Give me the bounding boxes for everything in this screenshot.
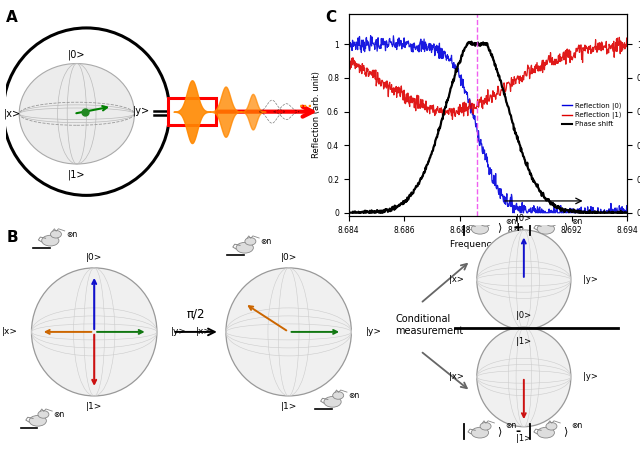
Text: ⬟: ⬟ [47, 235, 54, 244]
Text: ⟩: ⟩ [563, 222, 568, 233]
Text: |0>: |0> [516, 311, 531, 320]
Text: |y>: |y> [171, 328, 187, 336]
Text: ⊗n: ⊗n [54, 410, 65, 420]
Text: |y>: |y> [365, 328, 381, 336]
Ellipse shape [477, 327, 571, 427]
Text: |x>: |x> [449, 275, 464, 284]
Text: |1>: |1> [516, 434, 531, 443]
Ellipse shape [333, 392, 344, 399]
Text: ...: ... [298, 97, 313, 110]
Text: ⬟: ⬟ [34, 415, 42, 424]
Legend: Reflection |0⟩, Reflection |1⟩, Phase shift: Reflection |0⟩, Reflection |1⟩, Phase sh… [560, 101, 624, 129]
Text: C: C [325, 10, 336, 25]
Text: |x>: |x> [4, 108, 21, 119]
Text: |0>: |0> [86, 253, 102, 262]
Text: Conditional
measurement: Conditional measurement [396, 314, 463, 336]
Ellipse shape [537, 223, 554, 234]
Text: |1>: |1> [516, 337, 531, 346]
Text: ⬟: ⬟ [477, 223, 483, 232]
Text: ⬟: ⬟ [477, 427, 483, 436]
X-axis label: Frequency (GHz): Frequency (GHz) [451, 240, 525, 249]
Text: |1>: |1> [68, 169, 86, 180]
Ellipse shape [51, 230, 61, 238]
Ellipse shape [537, 427, 554, 438]
Text: ⊗n: ⊗n [571, 421, 582, 430]
Ellipse shape [226, 268, 351, 396]
Text: ⬟: ⬟ [543, 223, 549, 232]
Ellipse shape [245, 238, 256, 245]
Ellipse shape [38, 410, 49, 418]
Ellipse shape [31, 268, 157, 396]
Ellipse shape [546, 218, 557, 226]
Text: +: + [512, 221, 523, 234]
Text: ⊗n: ⊗n [505, 421, 516, 430]
Text: ⬟: ⬟ [241, 242, 248, 251]
Text: |1>: |1> [86, 402, 102, 411]
Ellipse shape [42, 235, 59, 246]
Text: |1>: |1> [280, 402, 297, 411]
Ellipse shape [19, 64, 134, 164]
Y-axis label: Reflection (arb. unit): Reflection (arb. unit) [312, 71, 321, 158]
Text: |x>: |x> [449, 373, 464, 381]
Text: |y>: |y> [133, 106, 150, 116]
Text: ⊗n: ⊗n [571, 217, 582, 226]
Text: ⊗n: ⊗n [66, 230, 77, 239]
Text: ⬟: ⬟ [543, 427, 549, 436]
Ellipse shape [471, 427, 488, 438]
Text: |0>: |0> [280, 253, 297, 262]
Text: ⊗n: ⊗n [260, 238, 271, 246]
Text: |x>: |x> [196, 328, 212, 336]
Ellipse shape [236, 243, 253, 253]
Text: -: - [515, 425, 520, 438]
Ellipse shape [480, 218, 491, 226]
Text: |y>: |y> [584, 373, 598, 381]
Text: ⟩: ⟩ [563, 426, 568, 436]
Ellipse shape [477, 230, 571, 329]
Ellipse shape [324, 396, 341, 407]
Text: ⊗n: ⊗n [348, 391, 360, 400]
Text: ⟩: ⟩ [497, 426, 502, 436]
Text: π/2: π/2 [187, 307, 205, 320]
Ellipse shape [29, 415, 46, 426]
Ellipse shape [3, 28, 170, 195]
Text: |0>: |0> [68, 50, 86, 61]
Bar [168, 98, 216, 125]
Ellipse shape [471, 223, 488, 234]
Ellipse shape [480, 423, 491, 430]
Text: |y>: |y> [584, 275, 598, 284]
Text: ⟩: ⟩ [497, 222, 502, 233]
Ellipse shape [546, 423, 557, 430]
Text: |x>: |x> [1, 328, 17, 336]
Text: A: A [6, 10, 18, 25]
Text: B: B [6, 230, 18, 245]
Text: ⊗n: ⊗n [505, 217, 516, 226]
Text: ⬟: ⬟ [329, 396, 337, 405]
Text: |0>: |0> [516, 214, 531, 223]
